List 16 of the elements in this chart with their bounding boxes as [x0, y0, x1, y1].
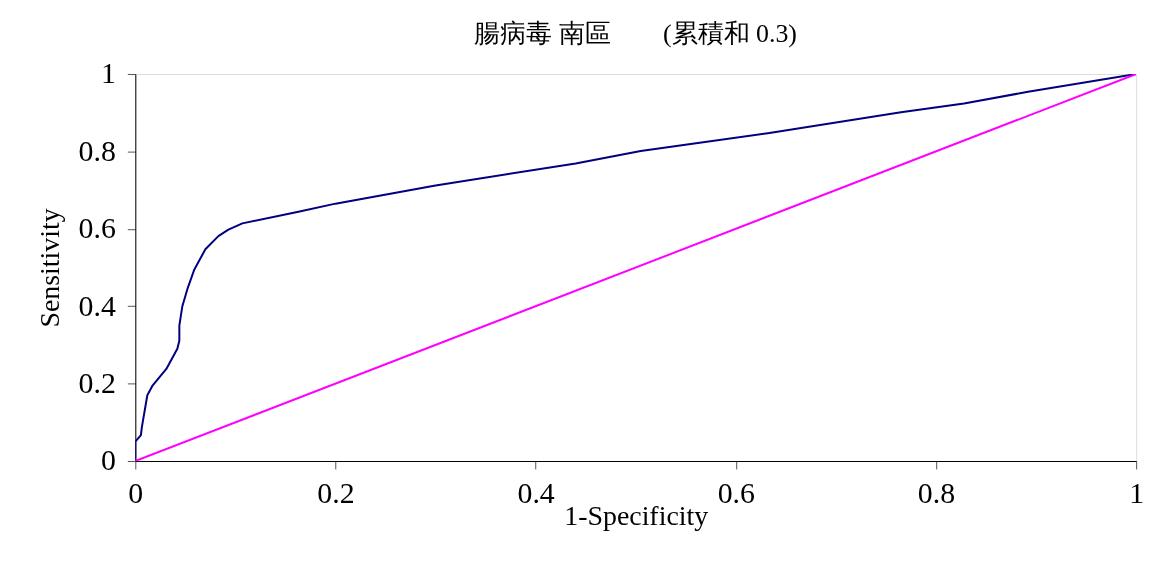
y-tick-label: 0.8: [78, 133, 116, 167]
x-tick-label: 0.4: [517, 476, 555, 510]
y-tick-label: 0: [100, 443, 116, 477]
x-tick-label: 0.2: [317, 476, 355, 510]
y-axis-title: Sensitivity: [33, 208, 65, 328]
x-tick-label: 1: [1129, 476, 1145, 510]
x-axis-title: 1-Specificity: [564, 500, 709, 532]
y-tick-label: 0.2: [78, 366, 116, 400]
y-tick-label: 0.4: [78, 288, 116, 322]
x-tick-label: 0.6: [717, 476, 756, 510]
y-tick-label: 1: [100, 56, 116, 90]
x-tick-label: 0.8: [917, 476, 956, 510]
line-series: [135, 74, 1137, 462]
x-tick-label: 0: [128, 476, 144, 510]
y-tick-label: 0.6: [78, 211, 116, 245]
chart-title: 腸病毒 南區 (累積和 0.3): [474, 19, 797, 49]
